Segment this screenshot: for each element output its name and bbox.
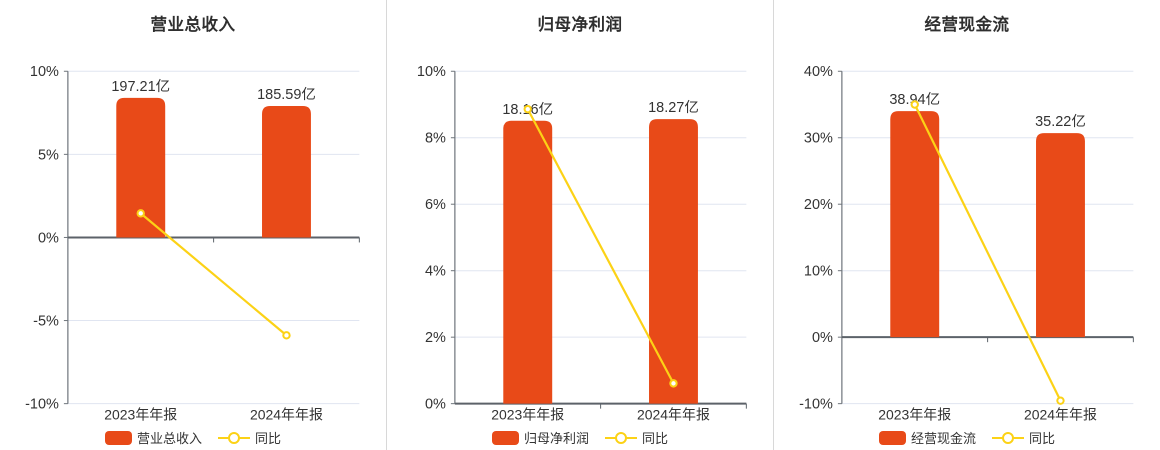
- x-axis-label: 2024年年报: [637, 407, 710, 423]
- x-axis-label: 2024年年报: [250, 407, 323, 423]
- y-tick-label: 0%: [812, 330, 833, 346]
- chart-canvas-operating-cash-flow: -10% 0% 10% 20% 30% 40% 38.94亿 2023年年报 35.22亿 202…: [799, 64, 1134, 423]
- bar-series-swatch-icon: [104, 430, 132, 445]
- yoy-line-icon: [605, 431, 637, 445]
- yoy-line: [140, 212, 288, 337]
- yoy-marker-2023年年报[interactable]: [523, 104, 532, 114]
- legend-item-yoy-line[interactable]: 同比: [605, 428, 668, 447]
- bar-2023年年报[interactable]: [503, 120, 553, 404]
- yoy-marker-2024年年报[interactable]: [669, 379, 678, 388]
- y-tick-label: 30%: [804, 131, 833, 147]
- legend-line-label: 同比: [642, 431, 669, 446]
- x-axis-label: 2024年年报: [1024, 407, 1097, 423]
- yoy-marker-2024年年报[interactable]: [1056, 396, 1065, 405]
- bar-2023年年报[interactable]: [116, 97, 166, 238]
- y-tick-label: 40%: [804, 64, 833, 80]
- chart-legend: 归母净利润 同比: [387, 428, 773, 447]
- chart-legend: 经营现金流 同比: [774, 428, 1160, 447]
- yoy-line-icon: [992, 431, 1024, 445]
- y-tick-label: 10%: [30, 64, 59, 80]
- yoy-marker-2023年年报[interactable]: [910, 100, 919, 109]
- bar-value-label: 38.94亿: [889, 91, 940, 108]
- legend-item-bar-series[interactable]: 经营现金流: [878, 428, 976, 447]
- legend-item-bar-series[interactable]: 营业总收入: [104, 428, 202, 447]
- x-axis-label: 2023年年报: [491, 407, 564, 423]
- legend-bar-label: 归母净利润: [523, 431, 589, 446]
- bar-2024年年报[interactable]: [649, 119, 698, 404]
- legend-line-label: 同比: [255, 431, 282, 446]
- yoy-marker-2024年年报[interactable]: [282, 331, 291, 340]
- bar-value-label: 197.21亿: [111, 78, 170, 95]
- y-tick-label: 2%: [425, 330, 446, 346]
- bar-2024年年报[interactable]: [262, 105, 311, 238]
- y-tick-label: 20%: [804, 197, 833, 213]
- bar-series-swatch-icon: [878, 430, 906, 445]
- bar-value-label: 35.22亿: [1035, 113, 1086, 130]
- legend-line-label: 同比: [1029, 431, 1056, 446]
- bar-value-label: 18.27亿: [648, 99, 699, 116]
- y-tick-label: 0%: [425, 397, 446, 413]
- x-axis-label: 2023年年报: [878, 407, 951, 423]
- legend-item-bar-series[interactable]: 归母净利润: [491, 428, 589, 447]
- chart-canvas-total-revenue: -10% -5% 0% 5% 10% 197.21亿 2023年年报 185.59亿 2024年…: [25, 64, 360, 423]
- y-tick-label: 6%: [425, 197, 446, 213]
- yoy-marker-2023年年报[interactable]: [136, 209, 145, 218]
- x-axis-label: 2023年年报: [104, 407, 177, 423]
- chart-legend: 营业总收入 同比: [0, 428, 386, 447]
- bar-2024年年报[interactable]: [1036, 133, 1085, 338]
- legend-bar-label: 营业总收入: [136, 431, 202, 446]
- chart-title: 归母净利润: [537, 16, 623, 34]
- chart-panel-operating-cash-flow: 经营现金流 -10% 0% 10% 20% 30% 40% 38.94亿 2023年年报 35.…: [773, 0, 1160, 450]
- y-tick-label: 0%: [38, 230, 59, 246]
- yoy-line: [913, 104, 1062, 402]
- bar-series-swatch-icon: [491, 430, 519, 445]
- y-tick-label: -10%: [799, 397, 833, 413]
- y-tick-label: 10%: [417, 64, 446, 80]
- chart-title: 营业总收入: [150, 16, 236, 34]
- y-tick-label: 5%: [38, 147, 59, 163]
- chart-panel-net-profit: 归母净利润 0%2%4%6%8%10%18.16亿2023年年报18.27亿20…: [386, 0, 773, 450]
- y-tick-label: 4%: [425, 264, 446, 280]
- legend-bar-label: 经营现金流: [910, 431, 976, 446]
- y-tick-label: 10%: [804, 264, 833, 280]
- y-tick-label: 8%: [425, 131, 446, 147]
- y-tick-label: -10%: [25, 397, 59, 413]
- y-tick-label: -5%: [33, 314, 59, 330]
- yoy-line-icon: [218, 431, 250, 445]
- yoy-line: [526, 108, 675, 384]
- chart-title: 经营现金流: [924, 16, 1010, 34]
- bar-2023年年报[interactable]: [890, 111, 940, 338]
- bar-value-label: 185.59亿: [257, 86, 316, 103]
- chart-panel-total-revenue: 营业总收入 -10% -5% 0% 5% 10% 197.21亿 2023年年报 185.59…: [0, 0, 386, 450]
- legend-item-yoy-line[interactable]: 同比: [992, 428, 1055, 447]
- legend-item-yoy-line[interactable]: 同比: [218, 428, 281, 447]
